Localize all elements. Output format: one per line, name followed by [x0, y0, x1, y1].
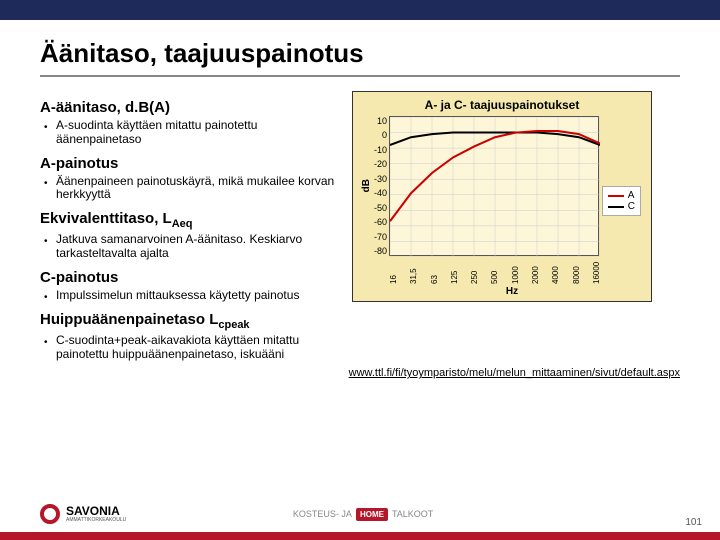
- top-bar: [0, 0, 720, 20]
- legend-item: C: [608, 201, 635, 212]
- legend-item: A: [608, 190, 635, 201]
- definitions-column: A-äänitaso, d.B(A)•A-suodinta käyttäen m…: [40, 91, 340, 363]
- bullet-row: •C-suodinta+peak-aikavakiota käyttäen mi…: [40, 334, 340, 362]
- bullet-marker: •: [40, 289, 56, 303]
- xtick-label: 31,5: [409, 256, 418, 284]
- bullet-text: Äänenpaineen painotuskäyrä, mikä mukaile…: [56, 175, 340, 203]
- slide-title: Äänitaso, taajuuspainotus: [40, 38, 680, 77]
- xtick-label: 8000: [572, 256, 581, 284]
- savonia-logo-text: SAVONIA: [66, 505, 126, 517]
- section-heading: A-äänitaso, d.B(A): [40, 99, 340, 116]
- savonia-logo-subtext: AMMATTIKORKEAKOULU: [66, 517, 126, 523]
- bullet-marker: •: [40, 119, 56, 133]
- xtick-label: 1000: [511, 256, 520, 284]
- center-logo-badge: HOME: [356, 508, 388, 521]
- legend-swatch: [608, 206, 624, 208]
- ytick-label: -40: [374, 188, 387, 198]
- ytick-label: -20: [374, 159, 387, 169]
- xtick-label: 16000: [592, 256, 601, 284]
- xtick-label: 16: [389, 256, 398, 284]
- ytick-label: -10: [374, 145, 387, 155]
- xtick-label: 500: [490, 256, 499, 284]
- xtick-label: 4000: [551, 256, 560, 284]
- weighting-chart: A- ja C- taajuuspainotukset dB 10 0 -10 -20…: [352, 91, 652, 302]
- chart-column: A- ja C- taajuuspainotukset dB 10 0 -10 -20…: [352, 91, 680, 363]
- center-logo-right: TALKOOT: [392, 509, 433, 519]
- chart-plot-area: [389, 116, 599, 256]
- bullet-marker: •: [40, 175, 56, 189]
- bullet-row: •Impulssimelun mittauksessa käytetty pai…: [40, 289, 340, 303]
- xtick-label: 125: [450, 256, 459, 284]
- legend-label: C: [628, 201, 635, 212]
- chart-xlabel: Hz: [359, 286, 645, 297]
- xtick-label: 63: [430, 256, 439, 284]
- center-logo: KOSTEUS- JA HOME TALKOOT: [293, 508, 433, 521]
- xtick-label: 250: [470, 256, 479, 284]
- center-logo-left: KOSTEUS- JA: [293, 509, 352, 519]
- footer: SAVONIA AMMATTIKORKEAKOULU KOSTEUS- JA H…: [0, 496, 720, 540]
- xtick-label: 2000: [531, 256, 540, 284]
- ytick-label: -50: [374, 203, 387, 213]
- chart-xticks: 16 31,5 63 125 250 500 1000 2000 4000 8000 16000: [359, 256, 601, 284]
- bullet-text: C-suodinta+peak-aikavakiota käyttäen mit…: [56, 334, 340, 362]
- bullet-marker: •: [40, 334, 56, 348]
- legend-label: A: [628, 190, 635, 201]
- legend-swatch: [608, 195, 624, 197]
- section-heading: Ekvivalenttitaso, LAeq: [40, 210, 340, 230]
- section-heading: Huippuäänenpainetaso Lcpeak: [40, 311, 340, 331]
- ytick-label: -70: [374, 232, 387, 242]
- bullet-row: •A-suodinta käyttäen mitattu painotettu …: [40, 119, 340, 147]
- page-number: 101: [685, 517, 702, 528]
- section-heading: A-painotus: [40, 155, 340, 172]
- bullet-marker: •: [40, 233, 56, 247]
- bullet-text: Impulssimelun mittauksessa käytetty pain…: [56, 289, 299, 303]
- source-link[interactable]: www.ttl.fi/fi/tyoymparisto/melu/melun_mi…: [0, 363, 720, 379]
- footer-red-bar: [0, 532, 720, 540]
- chart-svg: [390, 117, 600, 257]
- bullet-text: Jatkuva samanarvoinen A-äänitaso. Keskia…: [56, 233, 340, 261]
- ytick-label: 10: [374, 116, 387, 126]
- content-row: A-äänitaso, d.B(A)•A-suodinta käyttäen m…: [0, 81, 720, 363]
- savonia-logo: SAVONIA AMMATTIKORKEAKOULU: [40, 504, 126, 524]
- bullet-row: •Äänenpaineen painotuskäyrä, mikä mukail…: [40, 175, 340, 203]
- ytick-label: -60: [374, 217, 387, 227]
- chart-ylabel: dB: [359, 179, 374, 192]
- chart-yticks: 10 0 -10 -20 -30 -40 -50 -60 -70 -80: [374, 116, 389, 256]
- title-area: Äänitaso, taajuuspainotus: [0, 20, 720, 81]
- bullet-row: •Jatkuva samanarvoinen A-äänitaso. Keski…: [40, 233, 340, 261]
- bullet-text: A-suodinta käyttäen mitattu painotettu ä…: [56, 119, 340, 147]
- savonia-logo-icon: [40, 504, 60, 524]
- section-heading: C-painotus: [40, 269, 340, 286]
- chart-legend: AC: [602, 186, 641, 216]
- ytick-label: -30: [374, 174, 387, 184]
- chart-title: A- ja C- taajuuspainotukset: [359, 98, 645, 112]
- ytick-label: -80: [374, 246, 387, 256]
- ytick-label: 0: [374, 130, 387, 140]
